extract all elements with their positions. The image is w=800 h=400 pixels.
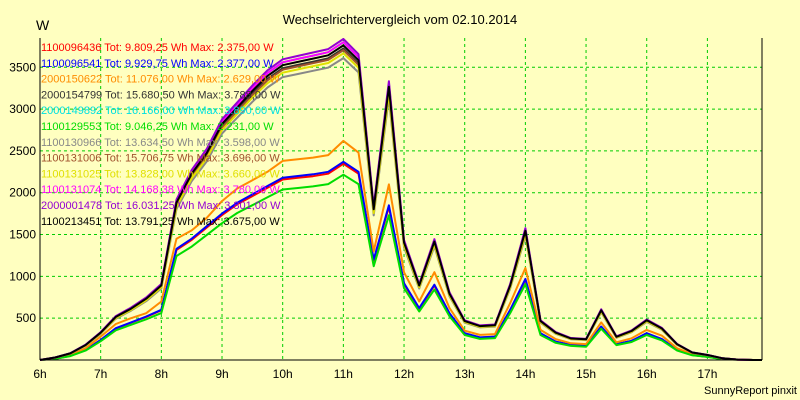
legend-entry-1100096436: 1100096436 Tot: 9.809,25 Wh Max: 2.375,0…	[41, 42, 274, 54]
x-tick-label: 7h	[94, 367, 107, 381]
legend-entry-1100131074: 1100131074 Tot: 14.168,38 Wh Max: 3.780,…	[41, 184, 280, 196]
legend-entry-1100213451: 1100213451 Tot: 13.791,25 Wh Max: 3.675,…	[41, 216, 280, 228]
x-tick-label: 17h	[697, 367, 717, 381]
y-tick-label: 3000	[9, 102, 36, 116]
y-tick-label: 1500	[9, 228, 36, 242]
y-tick-label: 2000	[9, 186, 36, 200]
series-line-1100129553	[39, 173, 762, 361]
x-tick-label: 12h	[394, 367, 414, 381]
x-tick-label: 14h	[515, 367, 535, 381]
series-lines	[39, 38, 762, 361]
y-tick-label: 500	[16, 311, 36, 325]
y-tick-label: 1000	[9, 269, 36, 283]
x-tick-labels: 6h 7h 8h 9h 10h 11h 12h 13h 14h 15h 16h 17h	[33, 367, 717, 381]
x-tick-label: 6h	[33, 367, 46, 381]
x-tick-label: 9h	[215, 367, 228, 381]
y-tick-label: 2500	[9, 144, 36, 158]
legend-entry-2000149892: 2000149892 Tot: 16.166,00 Wh Max: 3.890,…	[41, 105, 281, 117]
legend-entry-1100131006: 1100131006 Tot: 15.706,75 Wh Max: 3.696,…	[41, 153, 280, 165]
axes	[39, 38, 763, 361]
footer-credit: SunnyReport pinxit	[704, 385, 797, 397]
x-tick-label: 16h	[637, 367, 657, 381]
x-tick-label: 10h	[273, 367, 293, 381]
x-tick-label: 13h	[455, 367, 475, 381]
x-tick-label: 15h	[576, 367, 596, 381]
y-tick-label: 3500	[9, 60, 36, 74]
legend-entry-2000150622: 2000150622 Tot: 11.076,00 Wh Max: 2.629,…	[41, 74, 280, 86]
legend: 1100096436 Tot: 9.809,25 Wh Max: 2.375,0…	[41, 42, 281, 228]
legend-entry-1100096541: 1100096541 Tot: 9.929,75 Wh Max: 2.377,0…	[41, 58, 274, 70]
series-line-2000150622	[39, 139, 762, 361]
legend-entry-1100131025: 1100131025 Tot: 13.828,00 Wh Max: 3.660,…	[41, 168, 280, 180]
y-tick-labels: 500 1000 1500 2000 2500 3000 3500	[9, 60, 36, 325]
x-tick-label: 11h	[334, 367, 353, 381]
x-tick-label: 8h	[155, 367, 168, 381]
series-line-1100213451	[39, 44, 762, 361]
legend-entry-1100130966: 1100130966 Tot: 13.634,50 Wh Max: 3.598,…	[41, 137, 280, 149]
chart-title: Wechselrichtervergleich vom 02.10.2014	[283, 12, 518, 27]
legend-entry-2000154799: 2000154799 Tot: 15.680,50 Wh Max: 3.788,…	[41, 89, 281, 101]
legend-entry-2000001478: 2000001478 Tot: 16.031,25 Wh Max: 3.801,…	[41, 200, 281, 212]
y-axis-unit: W	[36, 17, 50, 33]
legend-entry-1100129553: 1100129553 Tot: 9.046,25 Wh Max: 2.231,0…	[41, 121, 274, 133]
